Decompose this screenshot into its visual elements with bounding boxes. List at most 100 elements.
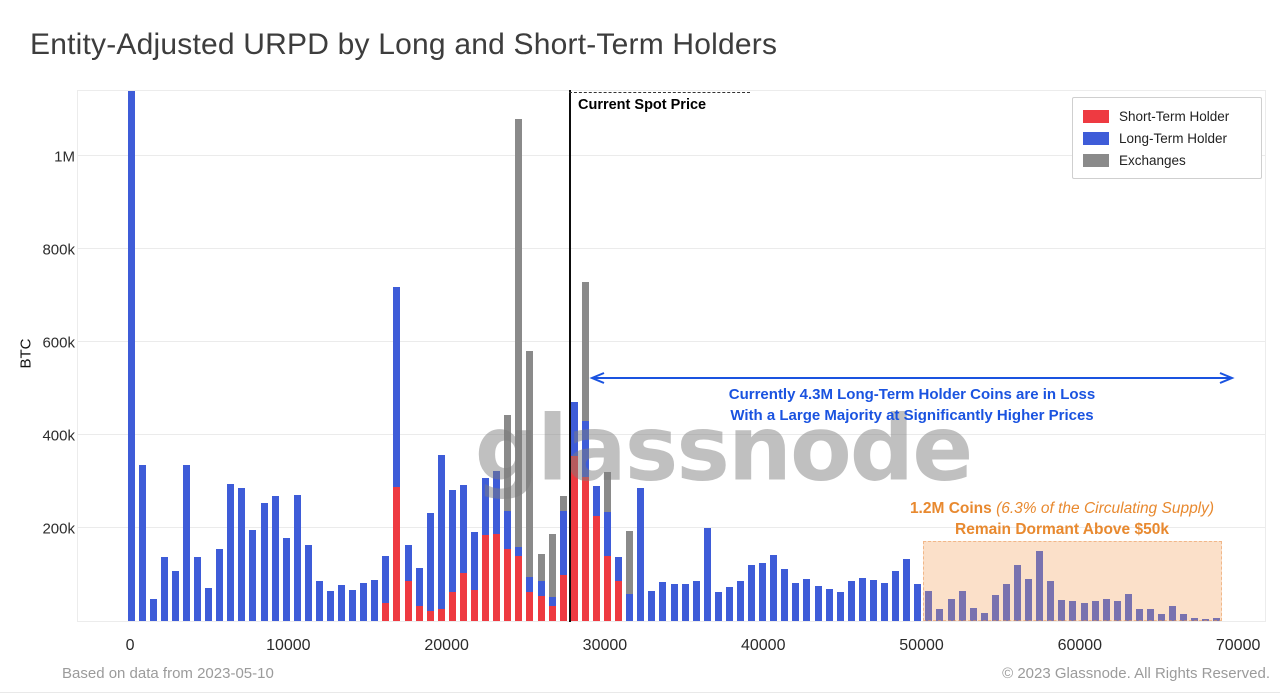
bar-segment — [592, 516, 600, 621]
ltl-loss-annotation: Currently 4.3M Long-Term Holder Coins ar… — [588, 372, 1236, 426]
bar-segment — [803, 579, 811, 621]
bar-20300 — [448, 490, 456, 621]
bar-0 — [127, 91, 135, 621]
bar-42000 — [792, 583, 800, 621]
data-date-note: Based on data from 2023-05-10 — [62, 665, 274, 682]
bar-segment — [1014, 565, 1022, 621]
bar-32900 — [648, 590, 656, 621]
bar-segment — [936, 609, 944, 621]
double-arrow-icon — [589, 372, 1235, 384]
bar-segment — [1169, 605, 1177, 621]
bar-segment — [304, 545, 312, 621]
bar-segment — [592, 486, 600, 517]
bar-segment — [504, 510, 512, 549]
x-tick-label: 60000 — [1057, 637, 1103, 654]
bar-segment — [526, 592, 534, 621]
bar-30100 — [604, 472, 612, 621]
bar-49700 — [914, 583, 922, 621]
bar-48300 — [892, 571, 900, 621]
bar-39200 — [748, 565, 756, 621]
bar-60900 — [1091, 601, 1099, 621]
exchanges-swatch — [1083, 153, 1109, 167]
bar-segment — [205, 587, 213, 621]
bar-segment — [781, 569, 789, 621]
bar-segment — [681, 583, 689, 621]
bar-segment — [703, 527, 711, 621]
bar-segment — [604, 511, 612, 556]
copyright-note: © 2023 Glassnode. All Rights Reserved. — [1002, 665, 1270, 682]
bar-31500 — [626, 531, 634, 621]
bar-segment — [415, 568, 423, 607]
glassnode-watermark: glassnode — [474, 396, 974, 502]
bar-segment — [515, 118, 523, 547]
bar-segment — [227, 483, 235, 621]
bar-segment — [160, 557, 168, 621]
bar-segment — [1002, 583, 1010, 621]
bar-segment — [969, 607, 977, 621]
x-tick-label: 0 — [125, 637, 135, 654]
bar-9100 — [271, 496, 279, 621]
bar-segment — [626, 594, 634, 621]
current-spot-price-line — [568, 90, 571, 622]
bar-7000 — [238, 487, 246, 621]
bar-26600 — [548, 534, 556, 621]
bar-segment — [581, 281, 589, 422]
bar-segment — [1080, 603, 1088, 621]
x-tick-label: 70000 — [1215, 637, 1261, 654]
bar-2800 — [171, 571, 179, 621]
bar-segment — [448, 592, 456, 621]
bar-50400 — [925, 590, 933, 621]
bar-segment — [526, 350, 534, 577]
bar-65100 — [1158, 614, 1166, 621]
bar-segment — [1146, 608, 1154, 621]
bar-700 — [138, 465, 146, 621]
bar-segment — [980, 612, 988, 621]
bar-segment — [626, 531, 634, 595]
bar-segment — [615, 581, 623, 621]
y-tick-label: 1M — [54, 148, 75, 166]
bar-13300 — [338, 585, 346, 621]
bar-63000 — [1124, 594, 1132, 621]
bar-36400 — [703, 527, 711, 621]
bar-32200 — [637, 488, 645, 621]
bar-segment — [548, 534, 556, 598]
bar-4200 — [194, 557, 202, 621]
bar-67900 — [1202, 618, 1210, 621]
bar-segment — [315, 581, 323, 621]
bar-segment — [736, 581, 744, 621]
bar-segment — [493, 471, 501, 535]
bar-67200 — [1191, 618, 1199, 621]
bar-segment — [892, 571, 900, 621]
bar-6300 — [227, 483, 235, 621]
bar-46200 — [858, 578, 866, 621]
y-tick-label: 400k — [42, 427, 75, 445]
dormant-supply-shaded-region — [922, 541, 1222, 621]
bar-11900 — [315, 581, 323, 621]
bar-segment — [1113, 601, 1121, 621]
bar-37800 — [725, 587, 733, 621]
bar-61600 — [1102, 599, 1110, 621]
bar-segment — [138, 465, 146, 621]
bar-segment — [437, 609, 445, 621]
bar-segment — [382, 603, 390, 621]
bar-27300 — [559, 495, 567, 621]
bars-container — [78, 91, 1265, 621]
bar-segment — [947, 599, 955, 621]
bar-28000 — [570, 402, 578, 621]
bar-segment — [260, 502, 268, 621]
gridline — [78, 527, 1265, 528]
y-tick-label: 200k — [42, 520, 75, 538]
bar-54600 — [991, 595, 999, 621]
gridline — [78, 340, 1265, 342]
bar-segment — [714, 592, 722, 621]
bar-41300 — [781, 569, 789, 621]
bar-35700 — [692, 581, 700, 621]
bar-segment — [448, 490, 456, 593]
bar-53200 — [969, 607, 977, 621]
bar-62300 — [1113, 601, 1121, 621]
bar-34300 — [670, 583, 678, 621]
bar-51800 — [947, 599, 955, 621]
bar-segment — [1180, 614, 1188, 621]
bar-23800 — [504, 414, 512, 621]
bar-segment — [404, 545, 412, 582]
